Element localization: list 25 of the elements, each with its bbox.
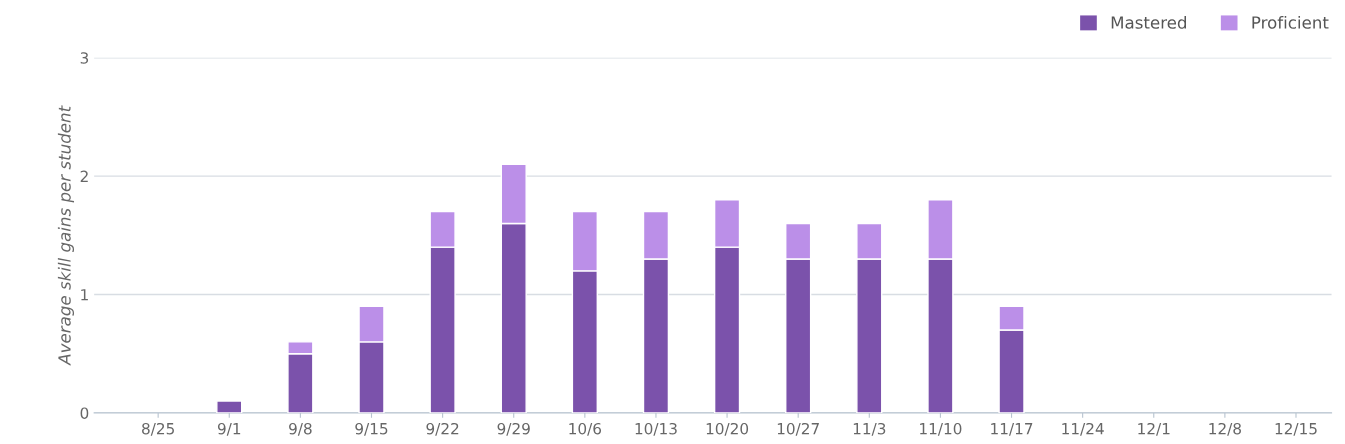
x-tick-label: 12/15 [1275,422,1317,436]
x-tick-label: 10/13 [635,422,677,436]
x-tick-label: 9/22 [426,422,459,436]
x-tick-label: 9/1 [217,422,241,436]
x-tick-label: 11/10 [920,422,962,436]
y-tick-label: 2 [80,170,88,182]
x-tick-label: 10/6 [569,422,602,436]
x-tick-label: 11/17 [991,423,1033,436]
legend-label: Proficient [1252,15,1329,29]
x-tick-label: 12/1 [1138,422,1170,436]
x-tick-label: 10/27 [777,422,819,436]
y-tick-label: 1 [81,289,88,301]
x-tick-label: 8/25 [142,422,174,436]
x-tick-label: 12/8 [1209,422,1241,436]
bar [216,400,243,413]
x-tick-label: 11/3 [853,422,886,436]
y-tick-label: 3 [80,52,89,64]
x-tick-label: 9/29 [497,422,530,436]
y-axis-title: Average skill gains per student [57,105,75,366]
x-tick-label: 10/20 [706,422,749,436]
x-tick-label: 9/15 [355,422,388,436]
x-tick-label: 9/8 [289,422,312,436]
x-tick-label: 11/24 [1062,422,1104,436]
y-tick-label: 0 [80,407,89,419]
legend-label: Mastered [1111,15,1186,29]
